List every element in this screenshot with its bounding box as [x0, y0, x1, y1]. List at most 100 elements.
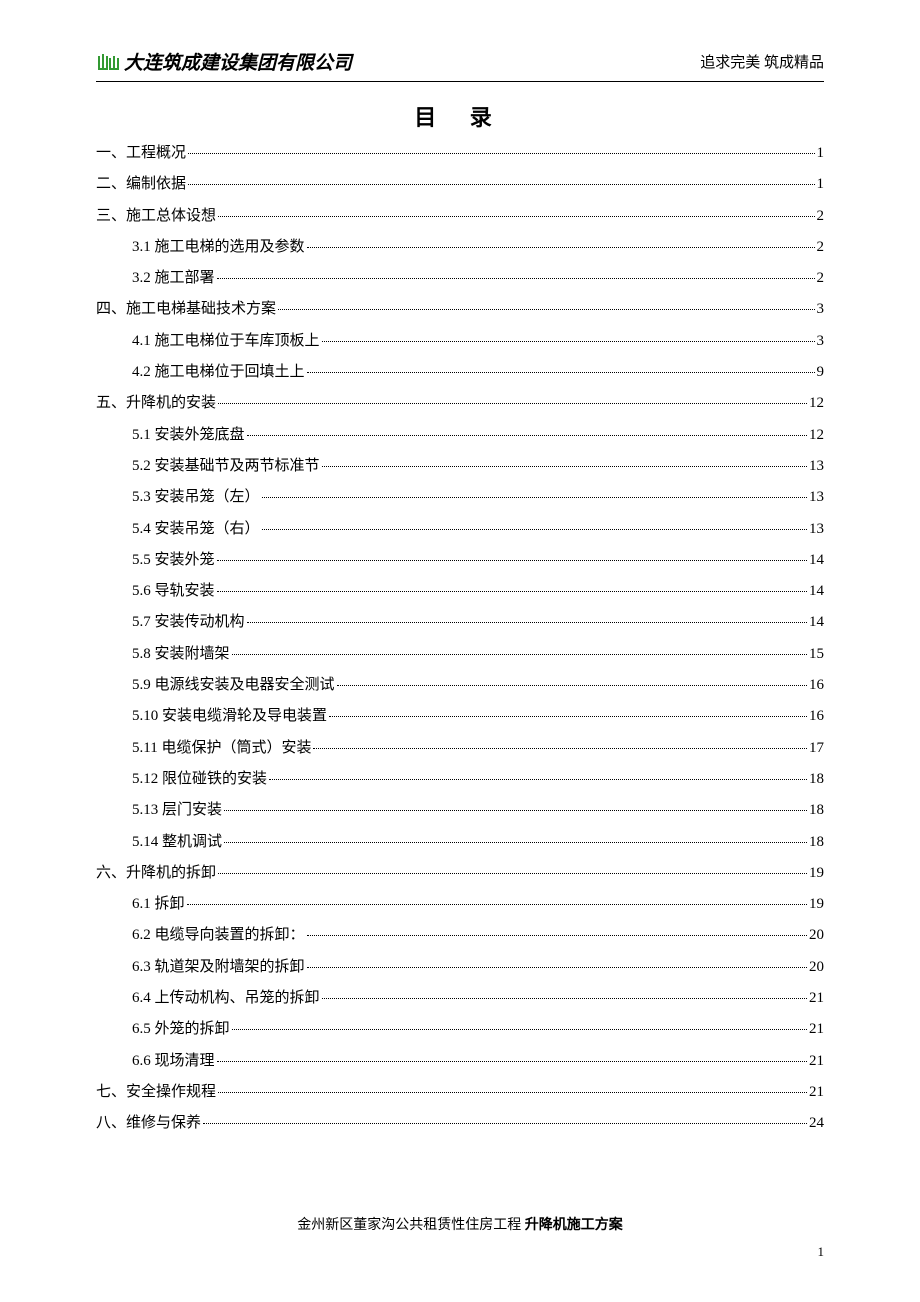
toc-dots — [188, 184, 814, 185]
toc-item-page: 2 — [817, 240, 825, 255]
toc-dots — [217, 591, 807, 592]
toc-dots — [307, 967, 807, 968]
toc-dots — [247, 435, 807, 436]
toc-title: 目 录 — [96, 100, 824, 132]
toc-item-page: 19 — [809, 897, 824, 912]
toc-dots — [307, 247, 815, 248]
toc-item-label: 5.6 导轨安装 — [132, 584, 215, 599]
toc-item-page: 13 — [809, 490, 824, 505]
toc-dots — [313, 748, 807, 749]
toc-item-label: 4.2 施工电梯位于回填土上 — [132, 365, 305, 380]
toc-item-page: 18 — [809, 803, 824, 818]
toc-item: 5.7 安装传动机构14 — [96, 615, 824, 630]
toc-item-label: 5.1 安装外笼底盘 — [132, 428, 245, 443]
toc-item-page: 12 — [809, 396, 824, 411]
toc-dots — [218, 1092, 807, 1093]
toc-item-page: 21 — [809, 1022, 824, 1037]
toc-item: 6.6 现场清理 21 — [96, 1054, 824, 1069]
toc-item-label: 6.2 电缆导向装置的拆卸： — [132, 928, 305, 943]
toc-item-page: 1 — [817, 146, 825, 161]
toc-dots — [262, 529, 807, 530]
toc-item-page: 15 — [809, 647, 824, 662]
toc-item: 6.4 上传动机构、吊笼的拆卸21 — [96, 991, 824, 1006]
toc-dots — [218, 873, 807, 874]
toc-item-label: 5.11 电缆保护（筒式）安装 — [132, 741, 311, 756]
toc-item-page: 18 — [809, 772, 824, 787]
toc-item-page: 24 — [809, 1116, 824, 1131]
toc-dots — [218, 216, 814, 217]
toc-dots — [278, 309, 814, 310]
toc-item: 5.5 安装外笼 14 — [96, 553, 824, 568]
toc-item-page: 9 — [817, 365, 825, 380]
toc-dots — [247, 622, 807, 623]
toc-item-label: 六、升降机的拆卸 — [96, 866, 216, 881]
toc-item-page: 1 — [817, 177, 825, 192]
toc-dots — [307, 935, 807, 936]
page-header: 大连筑成建设集团有限公司 追求完美 筑成精品 — [96, 48, 824, 82]
toc-item-label: 5.10 安装电缆滑轮及导电装置 — [132, 709, 327, 724]
toc-item-label: 5.8 安装附墙架 — [132, 647, 230, 662]
footer-bold: 升降机施工方案 — [525, 1218, 623, 1233]
toc-item-page: 21 — [809, 1085, 824, 1100]
toc-item: 4.2 施工电梯位于回填土上 9 — [96, 365, 824, 380]
toc-item: 5.1 安装外笼底盘12 — [96, 428, 824, 443]
toc-item-label: 5.14 整机调试 — [132, 835, 222, 850]
toc-item-label: 5.12 限位碰铁的安装 — [132, 772, 267, 787]
toc-dots — [322, 998, 807, 999]
toc-item: 四、施工电梯基础技术方案3 — [96, 302, 824, 317]
toc-item: 六、升降机的拆卸19 — [96, 866, 824, 881]
toc-item-label: 4.1 施工电梯位于车库顶板上 — [132, 334, 320, 349]
toc-item: 一、工程概况 1 — [96, 146, 824, 161]
toc-item: 5.2 安装基础节及两节标准节13 — [96, 459, 824, 474]
toc-item: 4.1 施工电梯位于车库顶板上3 — [96, 334, 824, 349]
toc-dots — [337, 685, 807, 686]
toc-dots — [322, 341, 815, 342]
toc-item-page: 20 — [809, 960, 824, 975]
toc-item-page: 14 — [809, 553, 824, 568]
toc-item-label: 5.5 安装外笼 — [132, 553, 215, 568]
toc-item-label: 二、编制依据 — [96, 177, 186, 192]
toc-item: 6.3 轨道架及附墙架的拆卸20 — [96, 960, 824, 975]
toc-dots — [322, 466, 807, 467]
toc-item-label: 6.4 上传动机构、吊笼的拆卸 — [132, 991, 320, 1006]
toc-item-page: 13 — [809, 459, 824, 474]
toc-item: 二、编制依据 1 — [96, 177, 824, 192]
toc-item: 3.1 施工电梯的选用及参数 2 — [96, 240, 824, 255]
toc-item-page: 21 — [809, 1054, 824, 1069]
toc-dots — [203, 1123, 807, 1124]
toc-dots — [217, 1061, 807, 1062]
toc-dots — [217, 560, 807, 561]
page-number: 1 — [818, 1244, 825, 1260]
toc-item-label: 3.1 施工电梯的选用及参数 — [132, 240, 305, 255]
header-left: 大连筑成建设集团有限公司 — [96, 48, 352, 75]
toc-item-page: 17 — [809, 741, 824, 756]
toc-item: 5.4 安装吊笼（右）13 — [96, 522, 824, 537]
toc-item: 6.2 电缆导向装置的拆卸：20 — [96, 928, 824, 943]
footer-prefix: 金州新区董家沟公共租赁性住房工程 — [297, 1218, 521, 1233]
toc-item-label: 6.6 现场清理 — [132, 1054, 215, 1069]
toc-dots — [262, 497, 807, 498]
toc-item: 5.13 层门安装 18 — [96, 803, 824, 818]
toc-item: 6.1 拆卸 19 — [96, 897, 824, 912]
document-page: 大连筑成建设集团有限公司 追求完美 筑成精品 目 录 一、工程概况1二、编制依据… — [0, 0, 920, 1131]
company-logo-icon — [96, 52, 120, 72]
toc-item: 5.9 电源线安装及电器安全测试16 — [96, 678, 824, 693]
toc-item-label: 5.13 层门安装 — [132, 803, 222, 818]
company-slogan: 追求完美 筑成精品 — [700, 51, 824, 72]
toc-item-label: 七、安全操作规程 — [96, 1085, 216, 1100]
toc-dots — [217, 278, 815, 279]
toc-item-page: 14 — [809, 584, 824, 599]
toc-item-page: 13 — [809, 522, 824, 537]
toc-dots — [232, 1029, 807, 1030]
toc-item-label: 6.1 拆卸 — [132, 897, 185, 912]
toc-item: 6.5 外笼的拆卸21 — [96, 1022, 824, 1037]
toc-item-label: 一、工程概况 — [96, 146, 186, 161]
toc-item: 五、升降机的安装12 — [96, 396, 824, 411]
toc-dots — [269, 779, 807, 780]
toc-dots — [307, 372, 815, 373]
toc-item-label: 3.2 施工部署 — [132, 271, 215, 286]
toc-item: 5.11 电缆保护（筒式）安装 17 — [96, 741, 824, 756]
toc-dots — [224, 842, 807, 843]
toc-item: 5.6 导轨安装 14 — [96, 584, 824, 599]
toc-item-page: 2 — [817, 209, 825, 224]
